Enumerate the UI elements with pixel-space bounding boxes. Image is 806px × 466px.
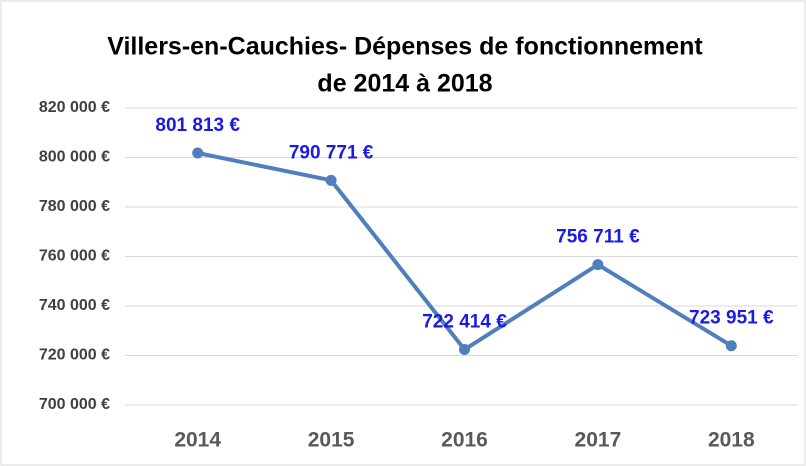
y-tick-label: 720 000 € xyxy=(39,347,110,364)
y-tick-label: 820 000 € xyxy=(39,99,110,116)
value-label: 756 711 € xyxy=(556,227,640,248)
chart-title: Villers-en-Cauchies- Dépenses de fonctio… xyxy=(107,33,703,61)
y-tick-label: 740 000 € xyxy=(39,297,110,314)
point xyxy=(192,147,204,159)
y-tick-label: 760 000 € xyxy=(39,248,110,265)
x-tick-label: 2015 xyxy=(308,429,355,452)
y-tick-label: 780 000 € xyxy=(39,198,110,215)
value-label: 801 813 € xyxy=(155,115,240,136)
x-tick-label: 2018 xyxy=(708,429,755,452)
chart-title: de 2014 à 2018 xyxy=(317,70,492,98)
value-label: 790 771 € xyxy=(289,142,374,163)
y-tick-label: 700 000 € xyxy=(39,396,110,413)
point xyxy=(325,174,337,186)
point xyxy=(592,259,604,271)
x-tick-label: 2017 xyxy=(575,429,622,452)
point xyxy=(725,340,737,352)
value-label: 723 951 € xyxy=(689,308,774,329)
y-tick-label: 800 000 € xyxy=(39,149,110,166)
x-tick-label: 2016 xyxy=(441,429,488,452)
x-tick-label: 2014 xyxy=(174,429,221,452)
value-label: 722 414 € xyxy=(422,312,507,333)
point xyxy=(459,344,470,356)
